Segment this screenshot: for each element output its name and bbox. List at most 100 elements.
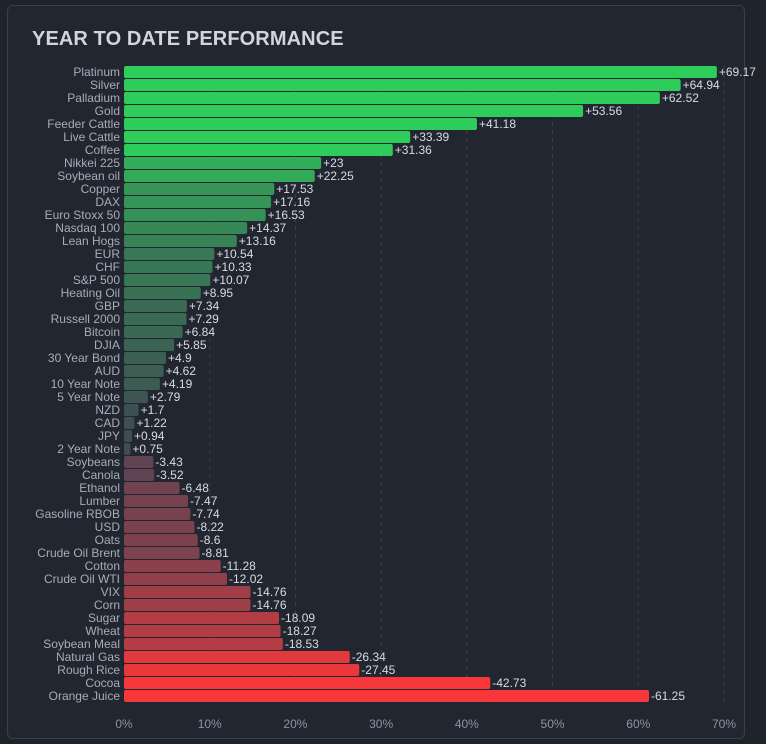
category-label: Gasoline RBOB [35,507,120,521]
value-label: +7.29 [188,312,219,326]
value-label: -3.43 [155,455,183,469]
bars [124,66,717,702]
value-label: +16.53 [268,208,305,222]
bar [124,300,187,312]
value-label: +64.94 [683,78,720,92]
bar [124,157,322,169]
value-label: +4.9 [168,351,192,365]
x-tick-label: 70% [712,717,736,731]
category-label: Euro Stoxx 50 [45,208,121,222]
value-label: -42.73 [492,676,526,690]
value-label: +1.22 [136,416,167,430]
category-label: Live Cattle [63,130,120,144]
bar [124,313,187,325]
value-label: +62.52 [662,91,699,105]
x-tick-label: 0% [115,717,133,731]
value-label: +33.39 [412,130,449,144]
bar [124,326,183,338]
value-label: -11.28 [223,559,256,573]
value-label: -14.76 [253,598,287,612]
value-label: -8.6 [200,533,221,547]
bar [124,118,477,130]
category-label: DJIA [94,338,120,352]
bar [124,417,135,429]
value-label: -14.76 [253,585,287,599]
bar [124,66,717,78]
value-label: +5.85 [176,338,207,352]
category-label: Oats [95,533,120,547]
bar [124,365,164,377]
bar [124,664,360,676]
bar [124,79,681,91]
category-label: NZD [95,403,120,417]
bar [124,92,660,104]
category-label: Crude Oil Brent [37,546,120,560]
value-label: -3.52 [156,468,184,482]
value-label: +41.18 [479,117,516,131]
category-label: Heating Oil [61,286,120,300]
category-label: AUD [95,364,121,378]
value-label: -8.81 [202,546,230,560]
category-label: Sugar [88,611,120,625]
bar [124,586,251,598]
bar [124,651,350,663]
category-label: JPY [98,429,120,443]
bar [124,508,191,520]
bar [124,287,201,299]
category-label: Canola [82,468,120,482]
value-label: +2.79 [150,390,181,404]
bar [124,105,584,117]
value-label: -26.34 [352,650,386,664]
category-label: Orange Juice [49,689,121,703]
category-label: Corn [94,598,120,612]
category-label: Bitcoin [84,325,120,339]
value-label: +53.56 [585,104,622,118]
value-label: +4.19 [162,377,193,391]
bar [124,482,180,494]
category-label: 30 Year Bond [48,351,120,365]
value-label: -61.25 [651,689,685,703]
x-tick-label: 30% [369,717,393,731]
value-label: +7.34 [189,299,220,313]
category-label: EUR [95,247,121,261]
bar [124,430,133,442]
value-label: +14.37 [249,221,286,235]
category-label: S&P 500 [73,273,120,287]
category-label: USD [95,520,121,534]
category-label: Copper [81,182,120,196]
value-label: +10.33 [215,260,252,274]
bar [124,534,198,546]
bar [124,209,266,221]
category-label: Rough Rice [57,663,120,677]
bar [124,690,649,702]
category-label: Soybean Meal [43,637,120,651]
category-label: VIX [101,585,120,599]
bar [124,573,228,585]
bar [124,391,148,403]
value-label: -18.09 [281,611,315,625]
category-label: Platinum [73,65,120,79]
bar [124,235,237,247]
bar [124,625,281,637]
value-label: +10.07 [212,273,249,287]
category-label: 10 Year Note [51,377,121,391]
category-label: Soybeans [67,455,120,469]
bar [124,339,175,351]
category-label: Palladium [67,91,120,105]
bar [124,469,155,481]
category-label: Ethanol [79,481,120,495]
category-label: Soybean oil [57,169,120,183]
x-tick-label: 50% [541,717,565,731]
value-label: +13.16 [239,234,276,248]
bar [124,521,195,533]
value-label: +23 [323,156,344,170]
category-label: Silver [90,78,120,92]
bar [124,261,213,273]
x-axis-ticks: 0% 10% 20% 30% 40% 50% 60% 70% [115,717,736,731]
value-label: +4.62 [166,364,197,378]
value-label: -18.53 [285,637,319,651]
x-tick-label: 40% [455,717,479,731]
value-labels: +69.17+64.94+62.52 +53.56 +41.18 +33.39+31.… [132,65,756,703]
bar [124,183,275,195]
